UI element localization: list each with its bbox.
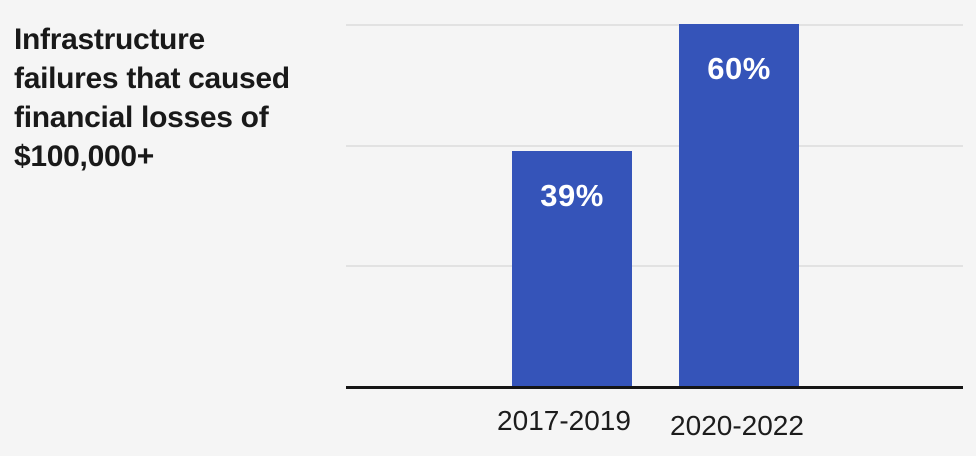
x-axis-line bbox=[346, 386, 963, 389]
x-axis-tick-label: 2017-2019 bbox=[497, 405, 631, 436]
gridline bbox=[346, 24, 963, 26]
gridline bbox=[346, 145, 963, 147]
bar: 39% bbox=[512, 151, 632, 386]
x-axis-tick-label: 2020-2022 bbox=[670, 410, 804, 441]
bar-value-label: 39% bbox=[540, 178, 604, 213]
plot-area: 39% 60% 2017-2019 2020-2022 bbox=[346, 0, 963, 456]
gridline bbox=[346, 265, 963, 267]
bar-value-label: 60% bbox=[707, 51, 771, 86]
chart-title: Infrastructure failures that caused fina… bbox=[14, 23, 290, 173]
bar: 60% bbox=[679, 24, 799, 386]
